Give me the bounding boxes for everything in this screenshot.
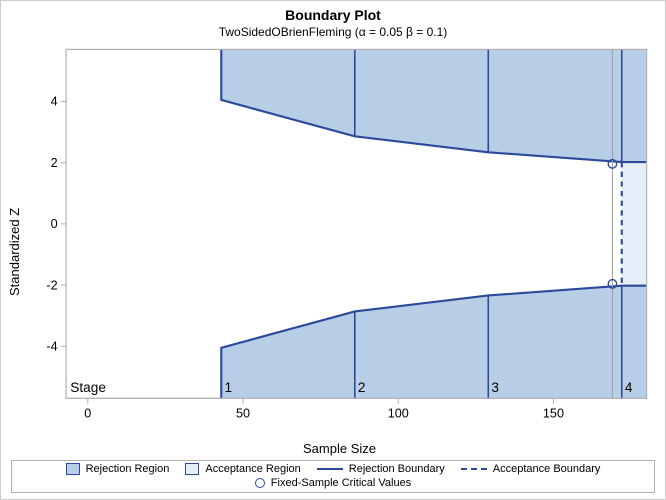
legend-rejection-region: Rejection Region [58,463,178,475]
svg-text:Stage: Stage [70,380,106,395]
swatch-icon [66,463,80,475]
legend-label: Acceptance Region [205,463,300,475]
svg-text:100: 100 [388,405,409,420]
legend-rejection-boundary: Rejection Boundary [309,463,453,475]
chart-title: Boundary Plot [1,7,665,23]
y-axis-title: Standardized Z [5,43,24,460]
legend-acceptance-region: Acceptance Region [177,463,308,475]
chart-subtitle: TwoSidedOBrienFleming (α = 0.05 β = 0.1) [1,25,665,39]
chart-container: Boundary Plot TwoSidedOBrienFleming (α =… [0,0,666,500]
legend-label: Fixed-Sample Critical Values [271,477,411,489]
svg-text:4: 4 [51,94,58,109]
line-icon [317,468,343,470]
svg-text:1: 1 [224,380,232,395]
circle-icon [255,478,265,488]
svg-text:150: 150 [543,405,564,420]
svg-text:3: 3 [491,380,499,395]
legend-label: Rejection Boundary [349,463,445,475]
boundary-plot-svg: -4 -2 0 2 4 0 50 100 150 Stage 1 2 3 4 [24,43,655,439]
svg-text:0: 0 [51,216,58,231]
svg-text:50: 50 [236,405,250,420]
svg-text:2: 2 [51,155,58,170]
svg-text:2: 2 [358,380,366,395]
legend-fixed-sample: Fixed-Sample Critical Values [247,477,419,489]
legend: Rejection Region Acceptance Region Rejec… [11,460,655,493]
svg-text:0: 0 [84,405,91,420]
svg-text:-2: -2 [46,277,57,292]
swatch-icon [185,463,199,475]
plot-area: Standardized Z -4 -2 0 2 4 0 50 100 150 Stage 1 2 3 4… [1,39,665,460]
line-icon [461,468,487,470]
x-axis-title: Sample Size [24,439,655,460]
legend-label: Acceptance Boundary [493,463,601,475]
title-area: Boundary Plot TwoSidedOBrienFleming (α =… [1,1,665,39]
svg-text:4: 4 [625,380,633,395]
legend-acceptance-boundary: Acceptance Boundary [453,463,609,475]
legend-label: Rejection Region [86,463,170,475]
svg-text:-4: -4 [46,338,57,353]
